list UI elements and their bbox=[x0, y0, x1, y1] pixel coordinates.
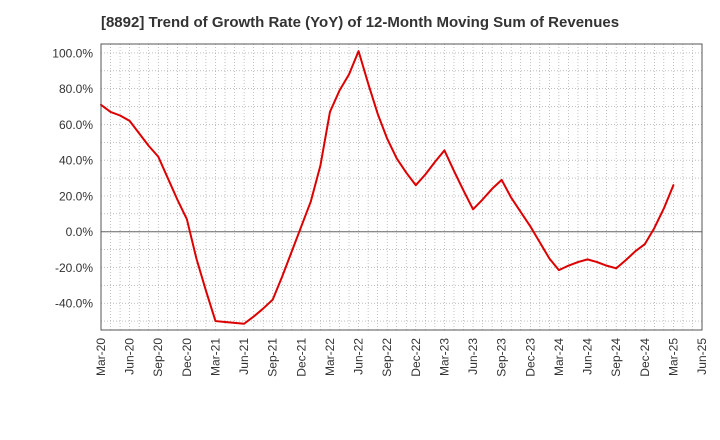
x-tick-label: Jun-24 bbox=[581, 338, 595, 375]
plot-frame bbox=[100, 43, 703, 331]
y-tick-label: 60.0% bbox=[59, 118, 93, 132]
x-axis-ticks: Mar-20 Jun-20 Sep-20 Dec-20 Mar-21 Jun-21 Sep-… bbox=[94, 338, 709, 377]
y-tick-label: 80.0% bbox=[59, 82, 93, 96]
x-tick-label: Mar-22 bbox=[323, 338, 337, 376]
x-tick-label: Sep-23 bbox=[495, 338, 509, 377]
x-tick-label: Mar-21 bbox=[208, 338, 222, 376]
y-tick-label: -20.0% bbox=[55, 261, 93, 275]
x-tick-label: Dec-21 bbox=[294, 338, 308, 377]
series-layer bbox=[100, 50, 675, 325]
x-tick-label: Jun-20 bbox=[123, 338, 137, 375]
y-tick-label: -40.0% bbox=[55, 297, 93, 311]
x-tick-label: Sep-22 bbox=[380, 338, 394, 377]
x-tick-label: Sep-20 bbox=[151, 338, 165, 377]
x-tick-label: Dec-24 bbox=[638, 338, 652, 377]
x-tick-label: Jun-22 bbox=[352, 338, 366, 375]
y-tick-label: 20.0% bbox=[59, 189, 93, 203]
x-tick-label: Sep-24 bbox=[609, 338, 623, 377]
x-tick-label: Dec-23 bbox=[523, 338, 537, 377]
plot-area-border bbox=[100, 43, 703, 331]
chart-title: [8892] Trend of Growth Rate (YoY) of 12-… bbox=[100, 14, 620, 31]
y-tick-label: 0.0% bbox=[66, 225, 94, 239]
x-tick-label: Mar-23 bbox=[437, 338, 451, 376]
x-tick-label: Dec-20 bbox=[180, 338, 194, 377]
x-tick-label: Jun-23 bbox=[466, 338, 480, 375]
y-tick-label: 40.0% bbox=[59, 154, 93, 168]
x-tick-label: Dec-22 bbox=[409, 338, 423, 377]
x-tick-label: Mar-24 bbox=[552, 338, 566, 376]
y-tick-label: 100.0% bbox=[52, 46, 93, 60]
x-tick-label: Jun-25 bbox=[695, 338, 709, 375]
grid bbox=[100, 44, 703, 330]
x-tick-label: Sep-21 bbox=[266, 338, 280, 377]
series-line-0 bbox=[100, 50, 675, 325]
y-axis-ticks: 100.0% 80.0% 60.0% 40.0% 20.0% 0.0% -20.0% -40.… bbox=[52, 46, 93, 310]
x-tick-label: Jun-21 bbox=[237, 338, 251, 375]
x-tick-label: Mar-25 bbox=[666, 338, 680, 376]
x-tick-label: Mar-20 bbox=[94, 338, 108, 376]
